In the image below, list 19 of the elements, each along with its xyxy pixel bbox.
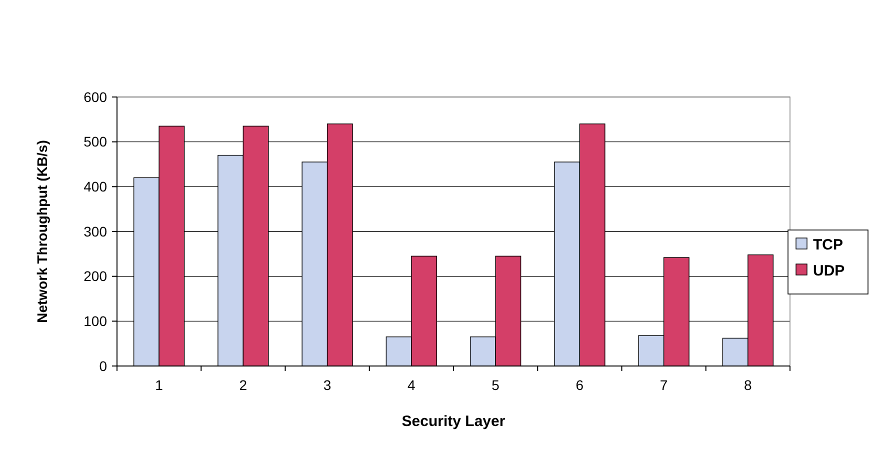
x-tick-label: 2 — [239, 377, 248, 393]
x-axis-title: Security Layer — [402, 413, 506, 430]
legend-label: UDP — [813, 262, 845, 280]
y-axis-title: Network Throughput (KB/s) — [34, 140, 50, 323]
x-tick-label: 4 — [408, 377, 416, 393]
x-tick-label: 1 — [155, 377, 164, 393]
y-tick-label: 300 — [84, 223, 108, 240]
y-tick-label: 100 — [84, 313, 108, 330]
y-tick-label: 600 — [84, 88, 108, 105]
x-tick-label: 7 — [660, 377, 668, 393]
y-tick-label: 200 — [84, 268, 108, 284]
x-tick-label: 6 — [576, 377, 584, 393]
y-tick-label: 0 — [99, 358, 108, 374]
y-tick-label: 400 — [84, 178, 108, 195]
x-tick-label: 3 — [323, 377, 332, 393]
x-tick-label: 8 — [744, 377, 752, 393]
x-tick-label: 5 — [492, 377, 500, 393]
legend-label: TCP — [813, 236, 843, 254]
y-tick-label: 500 — [84, 134, 108, 150]
